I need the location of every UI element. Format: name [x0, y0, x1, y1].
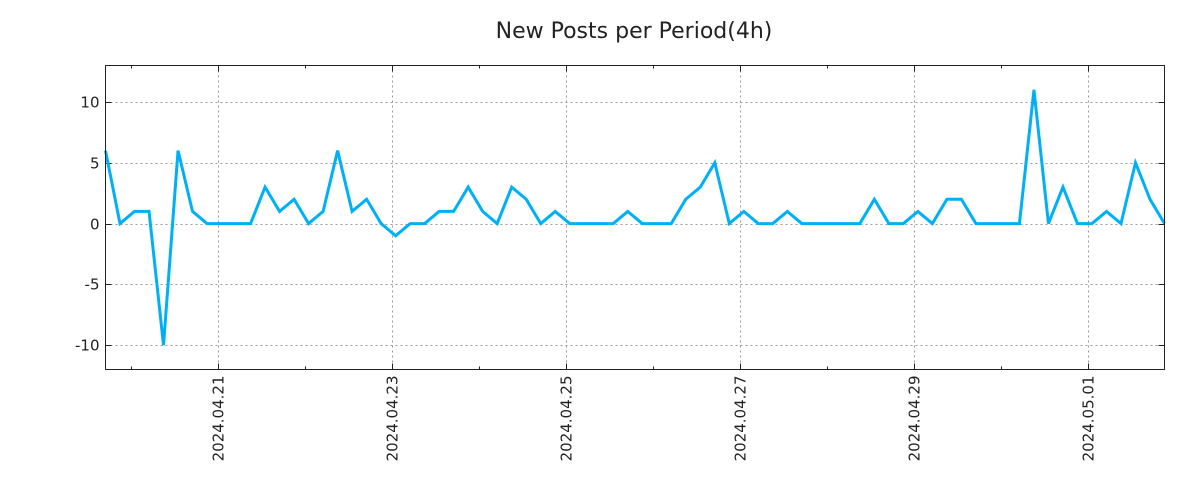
series-line: [106, 90, 1165, 345]
x-tick-label: 2024.05.01: [1080, 376, 1098, 462]
x-tick-label: 2024.04.23: [384, 376, 402, 462]
x-tick-label: 2024.04.29: [906, 376, 924, 462]
x-tick-label: 2024.04.21: [210, 376, 228, 462]
y-tick-label: 0: [90, 216, 100, 234]
axes: 10 5 0 -5 -10 2024.04.21 2024.04.23 2024.04.25 2…: [75, 66, 1165, 462]
y-tick-label: 5: [90, 155, 100, 173]
y-tick-label: -10: [75, 337, 100, 355]
series: [105, 90, 1164, 346]
y-tick-label: 10: [80, 94, 99, 112]
x-tick-label: 2024.04.25: [558, 376, 576, 462]
chart-title: New Posts per Period(4h): [496, 19, 773, 44]
x-tick-label: 2024.04.27: [732, 376, 750, 462]
y-tick-label: -5: [85, 276, 100, 294]
